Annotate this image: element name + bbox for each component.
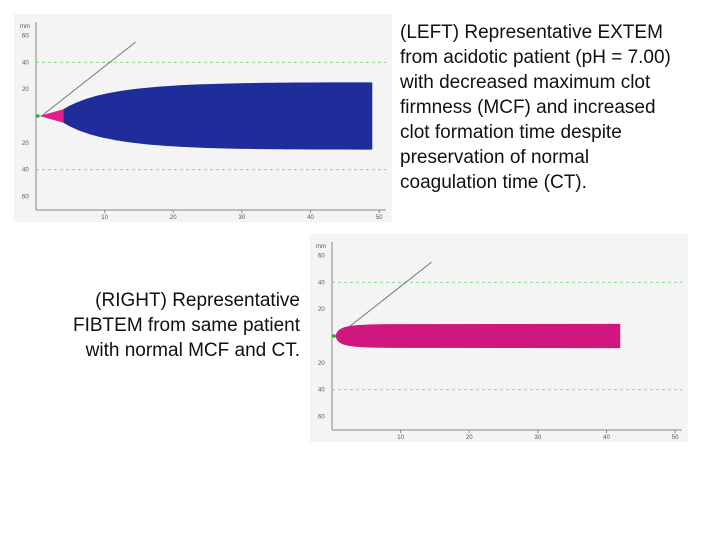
clot-formation-area [39,109,64,123]
y-tick-label: 60 [318,415,325,421]
alpha-angle-line [337,261,432,337]
x-tick-label: 30 [239,215,246,221]
extem-caption-line: clot formation time despite [400,122,622,143]
x-tick-label: 10 [101,215,108,221]
y-tick-label: 20 [22,87,29,93]
extem-caption-line: coagulation time (CT). [400,172,587,193]
fibtem-caption-line: (RIGHT) Representative [95,290,300,311]
unit-label: mm [316,244,326,250]
fibtem-chart: mm 60 60 40 40 20 20 10 20 30 40 50 [316,242,682,441]
x-tick-label: 40 [307,215,314,221]
fibtem-caption-line: with normal MCF and CT. [85,340,300,361]
extem-chart: mm 60 60 40 40 20 20 10 20 30 40 50 [20,22,386,221]
y-tick-label: 40 [318,280,325,286]
x-tick-label: 30 [535,435,542,441]
y-tick-label: 60 [22,195,29,201]
x-tick-label: 40 [603,435,610,441]
clot-firmness-area [335,323,621,349]
y-tick-label: 20 [318,307,325,313]
x-tick-label: 20 [466,435,473,441]
y-tick-label: 60 [318,253,325,259]
y-tick-label: 40 [22,168,29,174]
x-tick-label: 50 [376,215,383,221]
y-tick-label: 40 [318,388,325,394]
clot-firmness-area [63,82,373,150]
alpha-angle-line [41,41,136,117]
extem-caption-line: with decreased maximum clot [400,72,651,93]
extem-caption-line: firmness (MCF) and increased [400,97,656,118]
unit-label: mm [20,24,30,30]
extem-caption-line: from acidotic patient (pH = 7.00) [400,47,671,68]
y-tick-label: 60 [22,33,29,39]
x-tick-label: 50 [672,435,679,441]
y-tick-label: 40 [22,60,29,66]
x-tick-label: 10 [397,435,404,441]
fibtem-caption-line: FIBTEM from same patient [72,315,300,336]
extem-caption-line: preservation of normal [400,147,590,168]
y-tick-label: 20 [318,361,325,367]
y-tick-label: 20 [22,141,29,147]
x-tick-label: 20 [170,215,177,221]
extem-caption-line: (LEFT) Representative EXTEM [400,22,663,43]
fibtem-caption: (RIGHT) Representative FIBTEM from same … [30,288,300,363]
fibtem-chart-panel: mm 60 60 40 40 20 20 10 20 30 40 50 [310,234,688,442]
extem-caption: (LEFT) Representative EXTEM from acidoti… [400,20,712,195]
extem-chart-panel: mm 60 60 40 40 20 20 10 20 30 40 50 [14,14,392,222]
